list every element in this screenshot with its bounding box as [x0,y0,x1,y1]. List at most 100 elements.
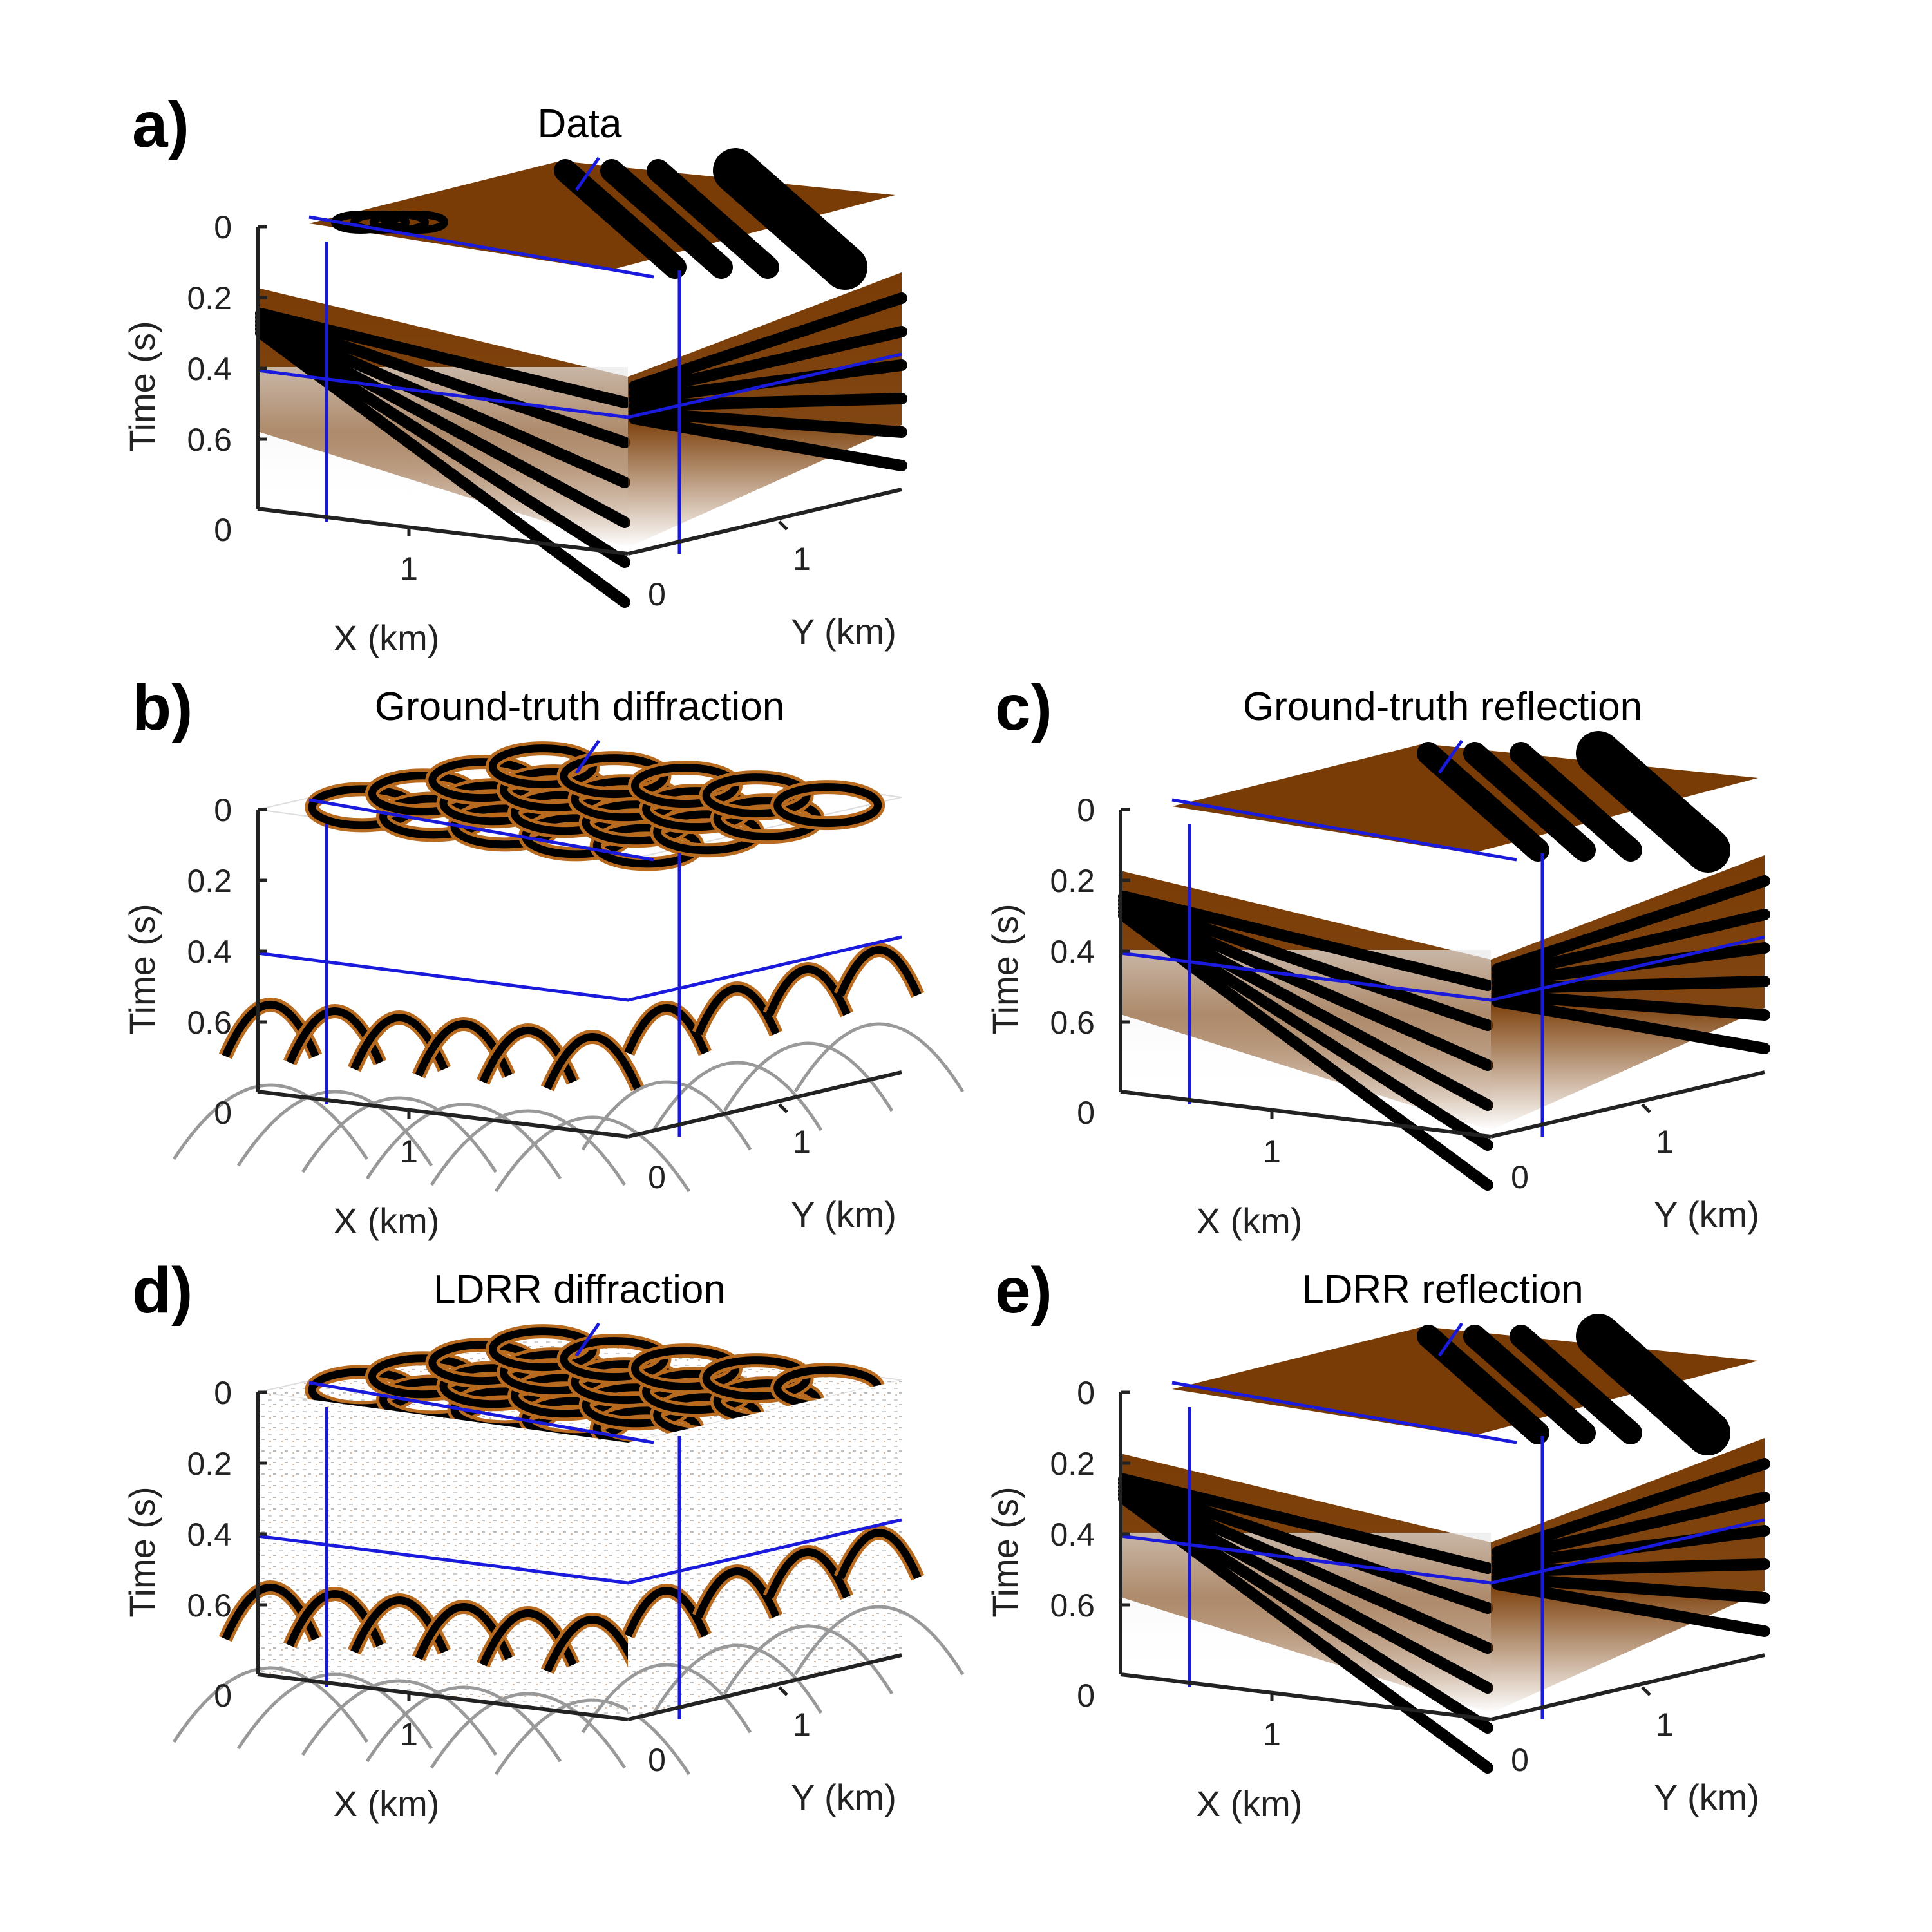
slice-line-time [257,935,902,1002]
side-diffraction-tail [793,1605,965,1676]
y-tick [778,1686,788,1696]
top-event-stripe [713,148,867,290]
side-diffraction-arc [766,965,851,1016]
slice-line-top-x [308,798,654,862]
panel-a-axes: 0 0.2 0.4 0.6 0 1 0 1 Time (s) X (km) Y (km) [122,209,902,658]
y-axis [627,1070,902,1139]
side-face-reflection [1491,855,1765,1130]
side-diffraction-tail [581,1663,752,1734]
x-axis [257,507,629,556]
time-axis-label: Time (s) [122,1486,162,1617]
x-axis [1120,1090,1492,1139]
front-reflection-event [255,316,630,488]
y-tick-label-0: 0 [1511,1159,1529,1195]
slice-line-top-x [308,215,654,279]
top-event-stripe [1417,742,1549,862]
x-axis [257,1090,629,1139]
top-event-stripe [647,159,779,279]
slice-line-top-y [574,1322,601,1357]
x-axis-label: X (km) [334,1200,440,1241]
x-tick-label-1: 1 [1263,1133,1281,1170]
time-tick-label: 0.6 [187,1587,232,1624]
front-reflection-event [1118,895,1493,1031]
panel-b-axes: 0 0.2 0.4 0.6 0 1 0 1 Time (s) X (km) Y (km) [122,792,902,1241]
panel-e-slice-lines [1120,1322,1765,1719]
panel-a: a) Data 0 0.2 0.4 0.6 0 1 0 1 Time (s) X (km) Y (km) [122,89,907,658]
top-diffraction-ring [389,211,448,234]
slice-line-top-x [1171,798,1517,862]
time-axis-label: Time (s) [985,904,1025,1034]
front-reflection-event [255,312,630,448]
slice-line-top-y [1437,1322,1464,1357]
side-reflection-event [1492,1558,1770,1577]
side-diffraction-tail [723,1041,894,1112]
panel-b-cube [172,741,965,1193]
panel-c: c) Ground-truth reflection 0 0.2 0.4 0.6 0 1 0 1 T… [985,672,1770,1241]
x-axis-label: X (km) [1197,1783,1303,1824]
top-event-stripe [1576,731,1730,873]
time-tick-label: 0.2 [187,1446,232,1482]
side-reflection-event [629,393,907,412]
y-tick [1641,1103,1651,1113]
y-tick-label-0: 0 [648,1159,666,1195]
time-tick-label: 0 [214,792,232,828]
time-tick-label: 0.2 [1050,863,1095,899]
top-event-stripe [600,159,733,279]
time-axis-label: Time (s) [985,1486,1025,1617]
time-tick-label: 0.4 [187,351,232,387]
front-diffraction-tail [494,1115,691,1193]
side-diffraction-arc [695,1567,780,1618]
front-diffraction-tail [172,1083,369,1160]
front-reflection-event [1118,906,1493,1151]
panel-e: e) LDRR reflection 0 0.2 0.4 0.6 0 1 0 1 Time (s) X… [985,1255,1770,1824]
x-axis-label: X (km) [334,1783,440,1824]
front-face-noise [258,1392,628,1719]
time-tick-label: 0.2 [187,280,232,316]
side-diffraction-arc [766,1548,851,1599]
front-reflection-event [1118,1477,1493,1614]
time-tick-label: 0.6 [1050,1005,1095,1041]
panel-a-letter: a) [132,89,189,161]
y-tick-label-1: 1 [793,1707,811,1743]
time-tick-label: 0 [1077,1375,1095,1411]
front-reflection-event [1118,1485,1493,1694]
side-diffraction-arc [695,985,780,1036]
panel-e-title: LDRR reflection [1302,1267,1584,1312]
panel-d-cube [172,1324,965,1776]
y-tick [778,520,788,531]
top-event-stripe [554,159,687,279]
time-tick-label: 0.2 [187,863,232,899]
y-tick-label-0: 0 [648,1742,666,1778]
y-axis [627,488,902,556]
panel-e-letter: e) [995,1255,1052,1327]
panel-b-letter: b) [132,672,193,744]
y-axis-label: Y (km) [1654,1777,1759,1817]
panel-b-title: Ground-truth diffraction [375,685,784,729]
side-diffraction-tail [652,1061,823,1132]
top-event-stripe [1463,742,1596,862]
slice-line-top-y [574,156,601,191]
x-tick-label-1: 1 [1263,1716,1281,1752]
panel-a-title: Data [538,102,622,146]
y-axis-label: Y (km) [791,611,896,652]
y-tick-label-0: 0 [1511,1742,1529,1778]
panel-e-axes: 0 0.2 0.4 0.6 0 1 0 1 Time (s) X (km) Y (km) [985,1375,1765,1824]
time-tick-label: 0.6 [187,422,232,458]
front-diffraction-arc [544,1033,641,1090]
panel-a-slice-lines [257,156,902,554]
front-reflection-event [1118,898,1493,1071]
time-tick-label: 0.4 [187,1517,232,1553]
panel-c-letter: c) [995,672,1052,744]
panel-c-axes: 0 0.2 0.4 0.6 0 1 0 1 Time (s) X (km) Y (km) [985,792,1765,1241]
y-tick-label-0: 0 [648,576,666,612]
slice-line-top-x [308,1381,654,1444]
top-event-stripe [1417,1325,1549,1444]
side-diffraction-arc [624,1004,709,1055]
front-reflection-event [1118,902,1493,1111]
x-tick-label-0: 0 [214,512,232,548]
panel-d: d) LDRR diffraction 0 0.2 0.4 0.6 0 1 0 1 Time (s)… [122,1255,965,1824]
side-face-reflection [628,272,902,547]
front-reflection-event [255,319,630,528]
time-axis-label: Time (s) [122,904,162,1034]
front-reflection-event [255,323,630,568]
